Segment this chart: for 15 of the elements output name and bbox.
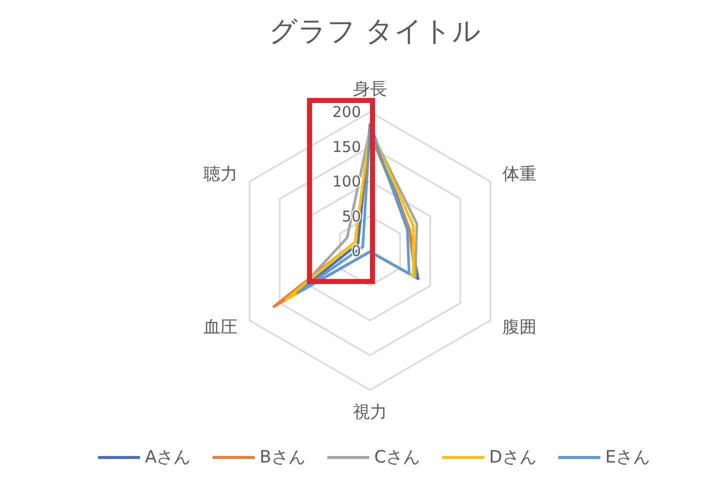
y-tick-label: 200 <box>332 103 361 121</box>
y-tick-label: 100 <box>332 172 361 190</box>
spoke-label: 体重 <box>502 164 536 184</box>
legend-label: Dさん <box>489 448 536 468</box>
spoke-label: 身長 <box>353 80 387 100</box>
legend-label: Aさん <box>145 448 191 468</box>
spoke-label: 視力 <box>353 402 387 422</box>
legend-label: Bさん <box>260 448 306 468</box>
spoke-label: 聴力 <box>204 164 238 184</box>
spoke-label: 血圧 <box>204 318 238 338</box>
spoke-label: 腹囲 <box>502 318 536 338</box>
legend-label: Cさん <box>374 448 420 468</box>
y-tick-label: 150 <box>332 138 361 156</box>
chart-title: グラフ タイトル <box>269 14 481 48</box>
legend-label: Eさん <box>605 448 650 468</box>
